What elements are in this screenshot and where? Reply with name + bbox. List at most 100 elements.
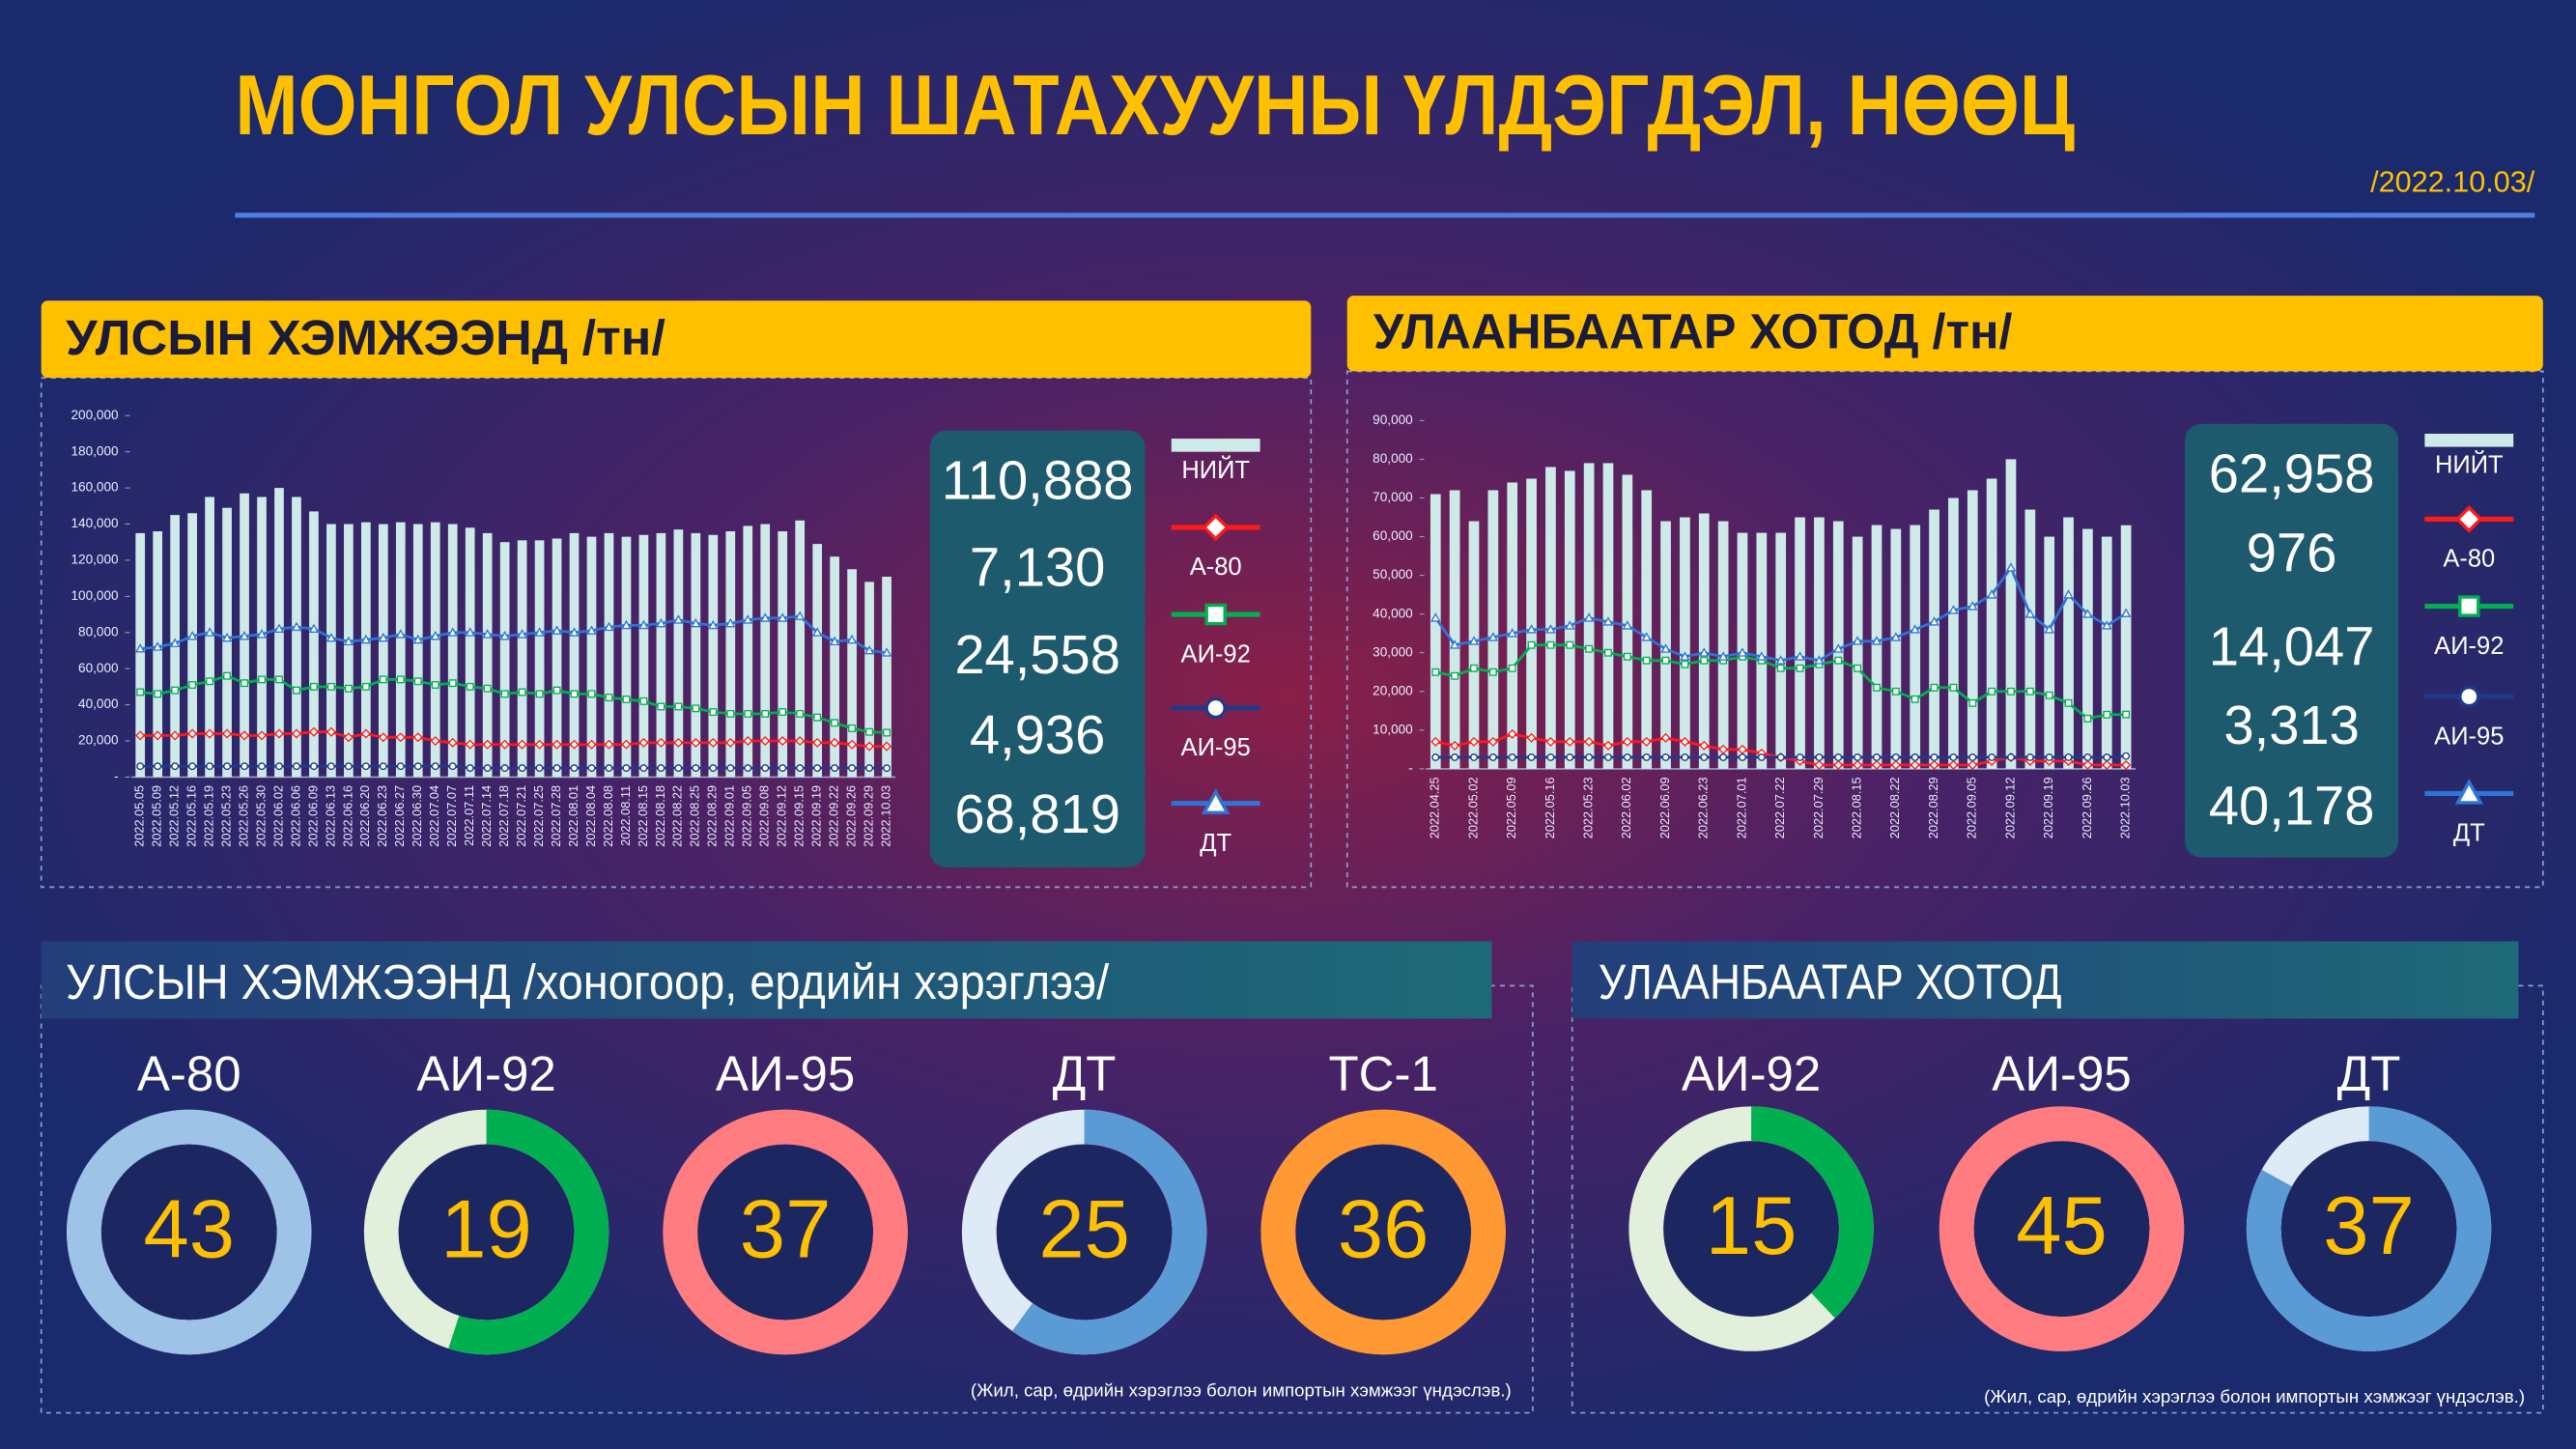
line-marker [222,728,233,739]
line-marker [171,686,180,695]
bar [2101,536,2112,769]
latest-value: 24,558 [954,624,1120,685]
line-marker [2025,687,2034,696]
bar [569,532,580,778]
bar [135,532,146,778]
latest-value: 110,888 [942,450,1134,511]
y-tick-label: 60,000 [1373,528,1413,543]
line-marker [1833,759,1844,770]
line-marker [674,764,683,773]
line-marker [777,612,788,622]
line-marker [1470,753,1478,761]
legend-marker [1201,788,1231,814]
x-tick-label: 2022.08.29 [1926,777,1940,838]
x-tick-label: 2022.06.02 [270,785,285,847]
line-marker [1585,753,1594,761]
x-tick-label: 2022.07.28 [549,785,563,847]
line-marker [1641,632,1652,641]
line-marker [1526,624,1537,634]
line-marker [483,684,492,693]
ring-fill [67,1109,312,1355]
x-tick-label: 2022.07.07 [444,785,459,847]
line-marker [795,735,806,747]
line-marker [223,762,232,771]
line-marker [778,708,787,717]
bar [1717,521,1729,769]
x-tick-label: 2022.08.22 [1887,777,1902,838]
line-marker [761,709,770,718]
line-marker [1873,753,1881,761]
legend-label: ДТ [1200,830,1231,857]
line-marker [673,737,684,748]
line-marker [204,627,215,637]
bar [830,556,839,778]
line-marker [1717,651,1729,661]
line-marker [2103,710,2111,719]
line-marker [1660,643,1671,653]
x-tick-label: 2022.06.23 [1696,777,1711,838]
line-marker [1910,759,1920,770]
line-marker [483,764,492,773]
page-title: МОНГОЛ УЛСЫН ШАТАХУУНЫ ҮЛДЭГДЭЛ, НӨӨЦ [235,57,2075,153]
line-marker [1468,736,1480,747]
line-marker [552,625,562,635]
y-tick-label: - [1408,761,1413,776]
line-marker [1699,647,1710,657]
y-tick-label: 40,000 [78,696,119,711]
line-marker [1661,656,1670,665]
line-marker [1583,612,1595,622]
line-marker [848,724,857,732]
line-marker [360,634,372,644]
line-marker [431,762,439,771]
bar [691,532,701,778]
bar [1948,497,1959,769]
line-marker [587,690,596,698]
y-tick-label: 10,000 [1373,722,1413,736]
line-marker [1623,753,1631,761]
line-marker [188,681,197,689]
line-marker [1891,687,1900,696]
line-marker [430,735,440,747]
line-marker [1854,664,1862,672]
x-tick-label: 2022.09.26 [843,785,858,847]
x-tick-label: 2022.05.30 [253,785,268,847]
bar [309,511,319,778]
line-marker [293,686,300,695]
line-marker [1757,753,1766,761]
line-marker [1566,753,1574,761]
y-tick-label: 90,000 [1373,412,1413,427]
line-marker [552,686,561,695]
line-marker [187,728,198,739]
line-marker [2083,714,2092,723]
line-marker [1700,656,1709,665]
line-marker [518,688,526,696]
y-tick-label: 120,000 [71,553,119,567]
line-marker [1737,647,1748,657]
line-marker [1852,636,1863,645]
line-marker [778,764,787,773]
bar [1775,532,1787,769]
x-tick-label: 2022.10.03 [878,785,892,847]
line-marker [154,690,162,698]
y-tick-label: 200,000 [71,408,119,422]
line-marker [2007,753,2015,761]
bar [1698,513,1710,769]
line-marker [499,631,510,640]
line-marker [482,629,493,639]
line-marker [170,730,181,741]
bar [412,524,423,778]
line-marker [326,682,335,691]
line-marker [308,623,320,633]
panel-frame [40,984,1534,1414]
legend-marker [2454,505,2483,533]
bar [1871,525,1882,769]
line-marker [309,762,318,771]
x-tick-label: 2022.06.27 [392,785,407,847]
line-marker [309,682,318,691]
line-marker [744,709,752,718]
x-tick-label: 2022.08.18 [653,785,667,847]
line-marker [622,696,631,703]
line-marker [136,762,145,771]
y-tick-label: 30,000 [1373,644,1413,659]
line-marker [1890,759,1901,770]
